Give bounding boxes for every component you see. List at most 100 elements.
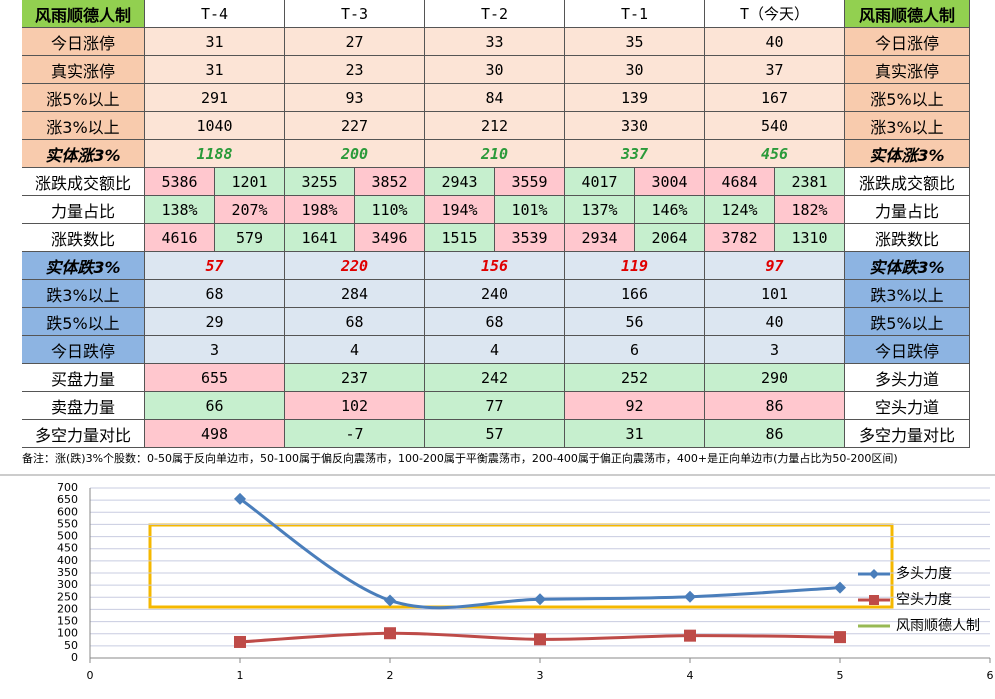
cell: 77 bbox=[425, 392, 565, 420]
cell: 31 bbox=[145, 56, 285, 84]
y-tick-label: 100 bbox=[57, 627, 78, 640]
row-label: 力量占比 bbox=[22, 196, 145, 224]
cell: 337 bbox=[565, 140, 705, 168]
highlight-box bbox=[148, 523, 894, 609]
point bbox=[384, 627, 396, 640]
row-label: 真实涨停 bbox=[845, 56, 970, 84]
y-tick-label: 500 bbox=[57, 530, 78, 543]
row-label: 涨跌数比 bbox=[22, 224, 145, 252]
cell: 3539 bbox=[495, 224, 565, 252]
cell: 137% bbox=[565, 196, 635, 224]
row-label: 跌3%以上 bbox=[845, 280, 970, 308]
cell: 242 bbox=[425, 364, 565, 392]
cell: 40 bbox=[705, 308, 845, 336]
y-tick-label: 550 bbox=[57, 517, 78, 530]
cell: 37 bbox=[705, 56, 845, 84]
row-label: 今日涨停 bbox=[845, 28, 970, 56]
point bbox=[534, 633, 546, 646]
cell: 252 bbox=[565, 364, 705, 392]
cell: 57 bbox=[425, 420, 565, 448]
cell: 68 bbox=[285, 308, 425, 336]
point bbox=[534, 593, 546, 606]
cell: 456 bbox=[705, 140, 845, 168]
cell: 86 bbox=[705, 392, 845, 420]
cell: 579 bbox=[215, 224, 285, 252]
row-label: 今日跌停 bbox=[845, 336, 970, 364]
cell: 2381 bbox=[775, 168, 845, 196]
cell: 40 bbox=[705, 28, 845, 56]
cell: 3852 bbox=[355, 168, 425, 196]
row-label: 涨5%以上 bbox=[22, 84, 145, 112]
cell: 30 bbox=[565, 56, 705, 84]
cell: 86 bbox=[705, 420, 845, 448]
y-tick-label: 0 bbox=[71, 651, 78, 664]
row-label: 真实涨停 bbox=[22, 56, 145, 84]
row-label: 涨3%以上 bbox=[22, 112, 145, 140]
cell: 3782 bbox=[705, 224, 775, 252]
legend-marker bbox=[869, 595, 879, 605]
cell: 119 bbox=[565, 252, 705, 280]
cell: 35 bbox=[565, 28, 705, 56]
cell: 31 bbox=[565, 420, 705, 448]
cell: 124% bbox=[705, 196, 775, 224]
cell: 68 bbox=[425, 308, 565, 336]
cell: 57 bbox=[145, 252, 285, 280]
cell: 200 bbox=[285, 140, 425, 168]
header-cell: T（今天） bbox=[705, 0, 845, 28]
x-tick-label: 5 bbox=[837, 669, 844, 682]
cell: 4616 bbox=[145, 224, 215, 252]
cell: 540 bbox=[705, 112, 845, 140]
note: 备注：涨(跌)3%个股数：0-50属于反向单边市，50-100属于偏反向震荡市，… bbox=[22, 452, 898, 465]
cell: -7 bbox=[285, 420, 425, 448]
y-tick-label: 450 bbox=[57, 542, 78, 555]
cell: 220 bbox=[285, 252, 425, 280]
cell: 56 bbox=[565, 308, 705, 336]
row-label: 涨5%以上 bbox=[845, 84, 970, 112]
cell: 3004 bbox=[635, 168, 705, 196]
cell: 237 bbox=[285, 364, 425, 392]
row-label: 实体涨3% bbox=[845, 140, 970, 168]
cell: 93 bbox=[285, 84, 425, 112]
cell: 1040 bbox=[145, 112, 285, 140]
cell: 66 bbox=[145, 392, 285, 420]
row-label: 涨跌成交额比 bbox=[22, 168, 145, 196]
cell: 290 bbox=[705, 364, 845, 392]
cell: 6 bbox=[565, 336, 705, 364]
cell: 97 bbox=[705, 252, 845, 280]
cell: 4 bbox=[425, 336, 565, 364]
row-label: 多头力道 bbox=[845, 364, 970, 392]
legend-marker bbox=[869, 569, 879, 579]
cell: 146% bbox=[635, 196, 705, 224]
cell: 4017 bbox=[565, 168, 635, 196]
cell: 101 bbox=[705, 280, 845, 308]
row-label: 多空力量对比 bbox=[22, 420, 145, 448]
cell: 227 bbox=[285, 112, 425, 140]
series-line bbox=[239, 497, 841, 610]
cell: 101% bbox=[495, 196, 565, 224]
y-tick-label: 350 bbox=[57, 566, 78, 579]
cell: 139 bbox=[565, 84, 705, 112]
legend-label: 多头力度 bbox=[896, 565, 952, 582]
y-tick-label: 600 bbox=[57, 505, 78, 518]
point bbox=[234, 492, 246, 505]
y-tick-label: 50 bbox=[64, 639, 78, 652]
row-label: 空头力道 bbox=[845, 392, 970, 420]
y-tick-label: 200 bbox=[57, 602, 78, 615]
cell: 30 bbox=[425, 56, 565, 84]
cell: 498 bbox=[145, 420, 285, 448]
row-label: 跌3%以上 bbox=[22, 280, 145, 308]
cell: 3 bbox=[705, 336, 845, 364]
cell: 166 bbox=[565, 280, 705, 308]
cell: 31 bbox=[145, 28, 285, 56]
cell: 33 bbox=[425, 28, 565, 56]
row-label: 买盘力量 bbox=[22, 364, 145, 392]
row-label: 跌5%以上 bbox=[845, 308, 970, 336]
header-cell: T-3 bbox=[285, 0, 425, 28]
row-label: 实体跌3% bbox=[22, 252, 145, 280]
header-cell: T-4 bbox=[145, 0, 285, 28]
cell: 92 bbox=[565, 392, 705, 420]
y-tick-label: 400 bbox=[57, 554, 78, 567]
cell: 102 bbox=[285, 392, 425, 420]
y-tick-label: 300 bbox=[57, 578, 78, 591]
